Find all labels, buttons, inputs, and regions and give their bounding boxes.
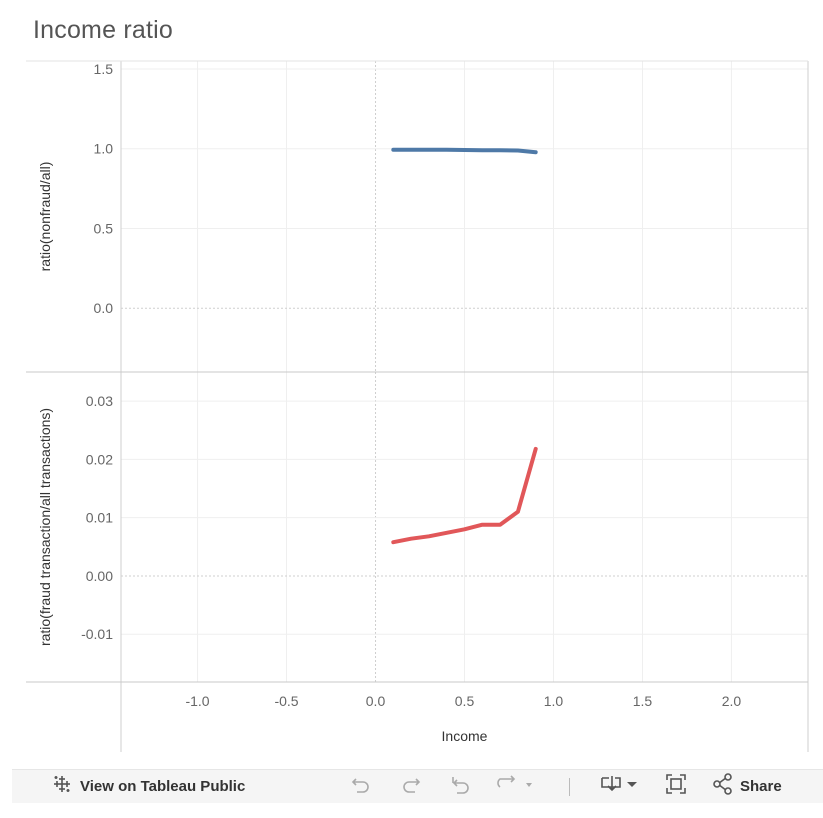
chart: 0.00.51.01.5ratio(nonfraud/all)-0.010.00… <box>26 60 809 752</box>
toolbar-separator <box>569 778 570 796</box>
x-tick-label: 1.0 <box>544 693 564 709</box>
data-point[interactable] <box>480 148 484 152</box>
refresh-button[interactable] <box>496 770 532 803</box>
series-line[interactable] <box>391 446 538 545</box>
series-line[interactable] <box>391 147 538 155</box>
y-tick-label: 0.5 <box>94 220 114 236</box>
fullscreen-button[interactable] <box>665 770 687 803</box>
data-point[interactable] <box>516 510 520 514</box>
data-point[interactable] <box>463 527 467 531</box>
data-point[interactable] <box>391 540 395 544</box>
y-tick-label: -0.01 <box>81 626 113 642</box>
toolbar: View on Tableau Public Share <box>12 769 823 803</box>
data-point[interactable] <box>516 148 520 152</box>
y-tick-label: 0.02 <box>86 451 113 467</box>
download-icon <box>600 773 638 800</box>
data-point[interactable] <box>534 150 538 154</box>
chart-frame <box>26 60 809 752</box>
share-button[interactable]: Share <box>712 770 782 803</box>
x-tick-label: 2.0 <box>722 693 742 709</box>
tableau-logo-icon <box>52 774 72 799</box>
redo-icon <box>400 774 422 799</box>
data-point[interactable] <box>409 537 413 541</box>
data-point[interactable] <box>534 447 538 451</box>
x-tick-label: 0.5 <box>455 693 475 709</box>
refresh-icon <box>496 774 532 799</box>
y-tick-label: 0.0 <box>94 300 114 316</box>
share-icon <box>712 773 734 800</box>
panel-1: 0.0 0.5 1.0 1.5 ratio(nonfraud/all) <box>37 61 808 372</box>
chart-title: Income ratio <box>33 16 173 44</box>
y-axis-title: ratio(fraud transaction/all transactions… <box>37 408 53 646</box>
share-label: Share <box>740 778 782 795</box>
x-axis-title: Income <box>442 728 488 744</box>
panel-2: -0.01 0.00 0.01 0.02 0.03 ratio(fraud transac… <box>37 372 808 682</box>
y-tick-label: 0.03 <box>86 393 113 409</box>
data-point[interactable] <box>445 148 449 152</box>
x-tick-label: -0.5 <box>274 693 298 709</box>
data-point[interactable] <box>427 534 431 538</box>
data-point[interactable] <box>427 148 431 152</box>
data-point[interactable] <box>391 148 395 152</box>
x-tick-label: -1.0 <box>185 693 209 709</box>
fullscreen-icon <box>665 773 687 800</box>
y-tick-label: 1.5 <box>94 61 114 77</box>
data-point[interactable] <box>498 148 502 152</box>
data-point[interactable] <box>498 523 502 527</box>
data-point[interactable] <box>445 531 449 535</box>
revert-icon <box>450 774 472 799</box>
revert-button[interactable] <box>450 770 472 803</box>
y-tick-label: 0.00 <box>86 568 113 584</box>
x-tick-label: 1.5 <box>633 693 653 709</box>
data-point[interactable] <box>463 148 467 152</box>
x-tick-label: 0.0 <box>366 693 386 709</box>
y-tick-label: 1.0 <box>94 141 114 157</box>
y-tick-label: 0.01 <box>86 510 113 526</box>
data-point[interactable] <box>409 148 413 152</box>
undo-icon <box>350 774 372 799</box>
redo-button[interactable] <box>400 770 422 803</box>
view-on-tableau-label: View on Tableau Public <box>80 778 246 795</box>
data-point[interactable] <box>480 523 484 527</box>
undo-button[interactable] <box>350 770 372 803</box>
view-on-tableau-button[interactable]: View on Tableau Public <box>52 770 245 803</box>
download-button[interactable] <box>600 770 638 803</box>
y-axis-title: ratio(nonfraud/all) <box>37 162 53 272</box>
